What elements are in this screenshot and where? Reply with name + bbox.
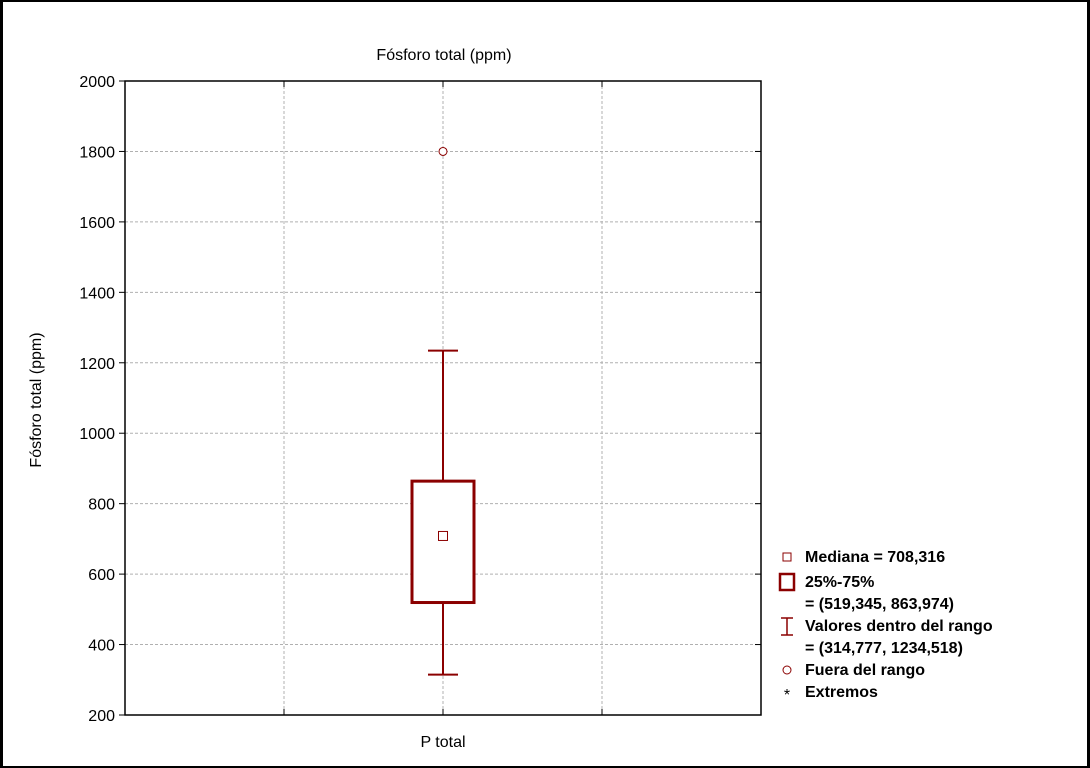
legend-item-text: Valores dentro del rango	[805, 618, 993, 635]
plot-area: 200 400 600 800 1000 1200 1400 1600 1800 2000 P to…	[79, 74, 762, 751]
legend-item-median-square: Mediana = 708,316	[782, 549, 945, 566]
legend-item-text: 25%-75%	[805, 574, 874, 591]
y-tick-label: 200	[88, 708, 115, 725]
legend-item-whisker: Valores dentro del rango = (314,777, 1234…	[781, 617, 993, 657]
legend-median-icon	[782, 552, 792, 562]
box-p-total: P total	[410, 146, 476, 751]
legend-box-icon	[778, 572, 796, 592]
y-axis-label: Fósforo total (ppm)	[28, 332, 45, 467]
y-tick-label: 1600	[79, 215, 115, 232]
legend-item-outlier-circle: Fuera del rango	[782, 662, 925, 679]
y-tick-label: 800	[88, 497, 115, 514]
legend: Mediana = 708,316 25%-75% = (519,345, 863,…	[778, 549, 993, 704]
legend-item-text: Fuera del rango	[805, 662, 925, 679]
legend-item-text: = (519,345, 863,974)	[805, 596, 954, 613]
x-category-label: P total	[420, 734, 465, 751]
y-tick-label: 2000	[79, 74, 115, 91]
y-tick-label: 600	[88, 567, 115, 584]
y-tick-label: 1400	[79, 285, 115, 302]
legend-item-text: Mediana = 708,316	[805, 549, 945, 566]
median-marker	[438, 530, 448, 541]
y-tick-label: 1200	[79, 356, 115, 373]
chart-title: Fósforo total (ppm)	[376, 47, 511, 64]
legend-item-extreme-asterisk: * Extremos	[784, 684, 878, 704]
y-tick-label: 1000	[79, 426, 115, 443]
legend-item-box: 25%-75% = (519,345, 863,974)	[778, 572, 954, 613]
iqr-box	[410, 479, 476, 605]
outlier-point	[438, 146, 448, 156]
legend-item-text: = (314,777, 1234,518)	[805, 640, 963, 657]
legend-extreme-icon: *	[784, 687, 790, 704]
plot-border	[124, 80, 762, 716]
y-tick-label: 400	[88, 638, 115, 655]
y-tick-label: 1800	[79, 144, 115, 161]
legend-item-text: Extremos	[805, 684, 878, 701]
legend-outlier-icon	[782, 665, 792, 675]
